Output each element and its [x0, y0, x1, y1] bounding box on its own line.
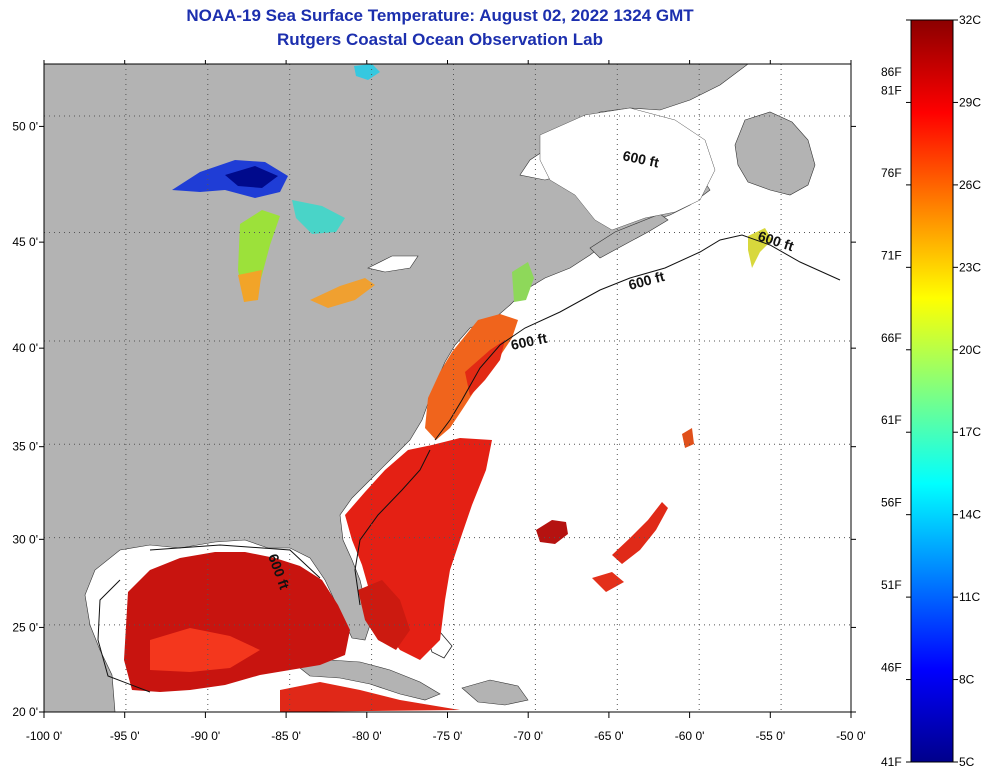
lon-tick-label: -75 0' — [433, 729, 463, 743]
celsius-label: 20C — [959, 343, 981, 357]
lat-tick-label: 35 0' — [12, 440, 38, 454]
celsius-label: 17C — [959, 425, 981, 439]
lon-tick-label: -70 0' — [513, 729, 543, 743]
sst-gulf-warm-patches — [150, 628, 260, 672]
newfoundland-island — [734, 111, 816, 196]
celsius-label: 23C — [959, 260, 981, 274]
sst-hudson-bay-patch — [354, 64, 380, 80]
lat-tick-label: 25 0' — [12, 620, 38, 634]
celsius-label: 14C — [959, 508, 981, 522]
lake-superior-cold-core — [225, 166, 278, 188]
fahrenheit-label: 76F — [881, 166, 902, 180]
colorbar-gradient — [910, 19, 954, 763]
celsius-label: 5C — [959, 755, 975, 769]
isobath-label-mid-atlantic: 600 ft — [509, 330, 548, 353]
lon-tick-label: -85 0' — [271, 729, 301, 743]
lat-tick-label: 20 0' — [12, 705, 38, 719]
lon-tick-label: -90 0' — [191, 729, 221, 743]
isobath-label-gulf-of-st-lawrence: 600 ft — [621, 147, 660, 170]
lat-tick-label: 50 0' — [12, 119, 38, 133]
lon-tick-label: -80 0' — [352, 729, 382, 743]
cuba-island — [299, 659, 441, 701]
celsius-label: 26C — [959, 178, 981, 192]
map-title: NOAA-19 Sea Surface Temperature: August … — [186, 6, 694, 25]
map-subtitle: Rutgers Coastal Ocean Observation Lab — [277, 30, 603, 49]
colorbar-labels: 32C 29C 26C 23C 20C 17C 14C 11C 8C 5C 86F 81F 76F 71F… — [881, 13, 981, 769]
lake-erie — [310, 278, 375, 308]
lon-tick-label: -55 0' — [755, 729, 785, 743]
lon-tick-label: -65 0' — [594, 729, 624, 743]
lat-tick-label: 45 0' — [12, 235, 38, 249]
lake-huron — [292, 200, 345, 234]
sst-offshore-patch-3 — [592, 572, 624, 592]
fahrenheit-label: 56F — [881, 496, 902, 510]
celsius-label: 32C — [959, 13, 981, 27]
map-grid-lines — [44, 64, 851, 712]
lon-tick-label: -50 0' — [836, 729, 866, 743]
longitude-axis: -100 0' -95 0' -90 0' -85 0' -80 0' -75 0' -70… — [26, 60, 866, 743]
lat-tick-label: 30 0' — [12, 532, 38, 546]
latitude-axis: 20 0' 25 0' 30 0' 35 0' 40 0' 45 0' 50 0' — [12, 119, 856, 719]
fahrenheit-label: 61F — [881, 413, 902, 427]
celsius-label: 29C — [959, 95, 981, 109]
sst-offshore-patch-2 — [612, 502, 668, 564]
north-america-landmass — [44, 64, 749, 712]
lon-tick-label: -60 0' — [675, 729, 705, 743]
sst-gulf-stream-core — [465, 340, 505, 396]
lake-michigan-warm-south — [238, 270, 262, 302]
lon-tick-label: -100 0' — [26, 729, 62, 743]
gulf-of-st-lawrence-no-data — [539, 107, 716, 231]
celsius-label: 8C — [959, 673, 975, 687]
fahrenheit-label: 71F — [881, 248, 902, 262]
nova-scotia-peninsula — [589, 213, 669, 259]
fahrenheit-label: 46F — [881, 661, 902, 675]
sst-offshore-patch-5 — [748, 228, 772, 268]
sst-offshore-patch-4 — [682, 428, 694, 448]
sst-gulf-of-maine — [512, 262, 534, 302]
isobath-600ft-line — [97, 234, 841, 693]
celsius-label: 11C — [959, 590, 980, 604]
fahrenheit-label: 41F — [881, 755, 902, 769]
sst-caribbean — [280, 682, 460, 712]
hispaniola-island — [461, 679, 529, 706]
sst-florida-straits — [358, 580, 410, 650]
lake-ontario — [367, 255, 419, 273]
fahrenheit-label: 66F — [881, 331, 902, 345]
fahrenheit-label: 86F — [881, 65, 902, 79]
fahrenheit-label: 81F — [881, 83, 902, 97]
lon-tick-label: -95 0' — [110, 729, 140, 743]
fahrenheit-label: 51F — [881, 578, 902, 592]
lat-tick-label: 40 0' — [12, 341, 38, 355]
